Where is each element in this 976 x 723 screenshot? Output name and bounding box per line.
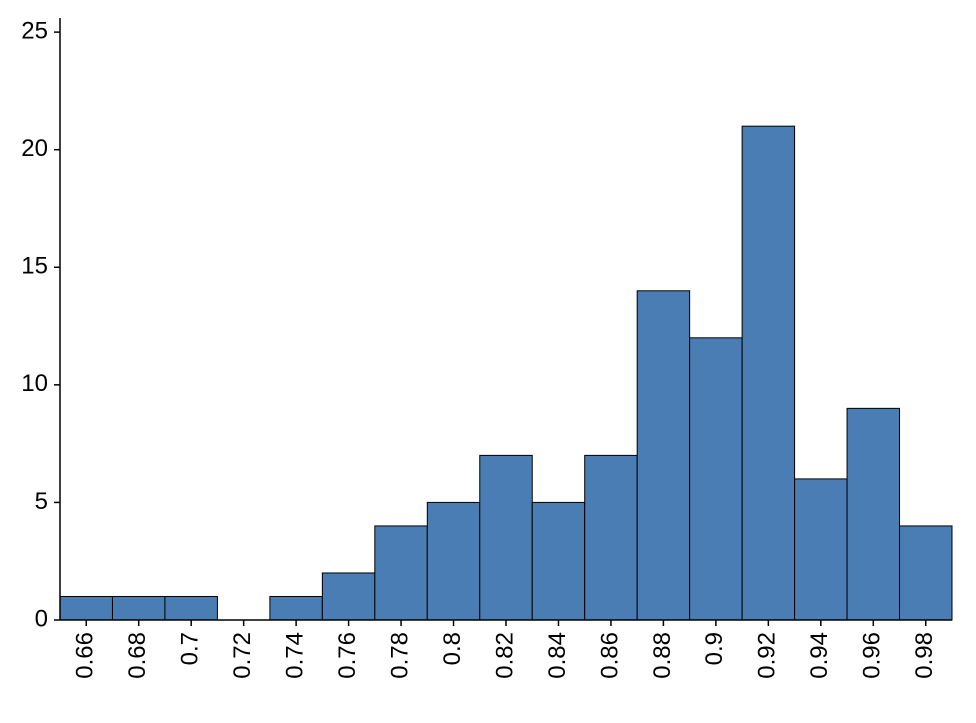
x-tick-label: 0.98 bbox=[911, 632, 938, 679]
histogram-bar bbox=[112, 596, 164, 620]
x-tick-label: 0.7 bbox=[177, 632, 204, 665]
x-tick-label: 0.76 bbox=[334, 632, 361, 679]
histogram-bar bbox=[60, 596, 112, 620]
y-tick-label: 15 bbox=[21, 253, 48, 280]
x-tick-label: 0.82 bbox=[491, 632, 518, 679]
histogram-chart: 0 5 10 15 20 25 0.66 0.68 0.7 0.72 0.74 0.76 0.78 0.8… bbox=[0, 0, 976, 723]
histogram-bar bbox=[532, 502, 584, 620]
x-tick-label: 0.92 bbox=[754, 632, 781, 679]
y-tick-label: 5 bbox=[35, 488, 48, 515]
histogram-bar bbox=[585, 455, 637, 620]
x-tick-label: 0.68 bbox=[124, 632, 151, 679]
x-tick-label: 0.96 bbox=[859, 632, 886, 679]
histogram-bar bbox=[690, 338, 742, 620]
y-tick-label: 25 bbox=[21, 17, 48, 44]
chart-canvas: 0 5 10 15 20 25 0.66 0.68 0.7 0.72 0.74 0.76 0.78 0.8… bbox=[0, 0, 976, 723]
histogram-bar bbox=[322, 573, 374, 620]
x-tick-label: 0.94 bbox=[806, 632, 833, 679]
histogram-bar bbox=[795, 479, 847, 620]
x-tick-label: 0.84 bbox=[544, 632, 571, 679]
x-tick-label: 0.74 bbox=[281, 632, 308, 679]
x-tick-label: 0.66 bbox=[72, 632, 99, 679]
x-tick-label: 0.78 bbox=[386, 632, 413, 679]
histogram-bar bbox=[375, 526, 427, 620]
y-tick-label: 0 bbox=[35, 605, 48, 632]
x-tick-label: 0.72 bbox=[229, 632, 256, 679]
y-tick-label: 10 bbox=[21, 370, 48, 397]
x-tick-label: 0.8 bbox=[439, 632, 466, 665]
histogram-bar bbox=[270, 596, 322, 620]
histogram-bar bbox=[847, 408, 899, 620]
histogram-bar bbox=[480, 455, 532, 620]
x-tick-label: 0.9 bbox=[701, 632, 728, 665]
x-tick-label: 0.88 bbox=[649, 632, 676, 679]
y-tick-label: 20 bbox=[21, 135, 48, 162]
histogram-bar bbox=[637, 291, 689, 620]
histogram-bar bbox=[742, 126, 794, 620]
x-tick-label: 0.86 bbox=[596, 632, 623, 679]
histogram-bar bbox=[427, 502, 479, 620]
histogram-bar bbox=[900, 526, 952, 620]
histogram-bar bbox=[165, 596, 217, 620]
